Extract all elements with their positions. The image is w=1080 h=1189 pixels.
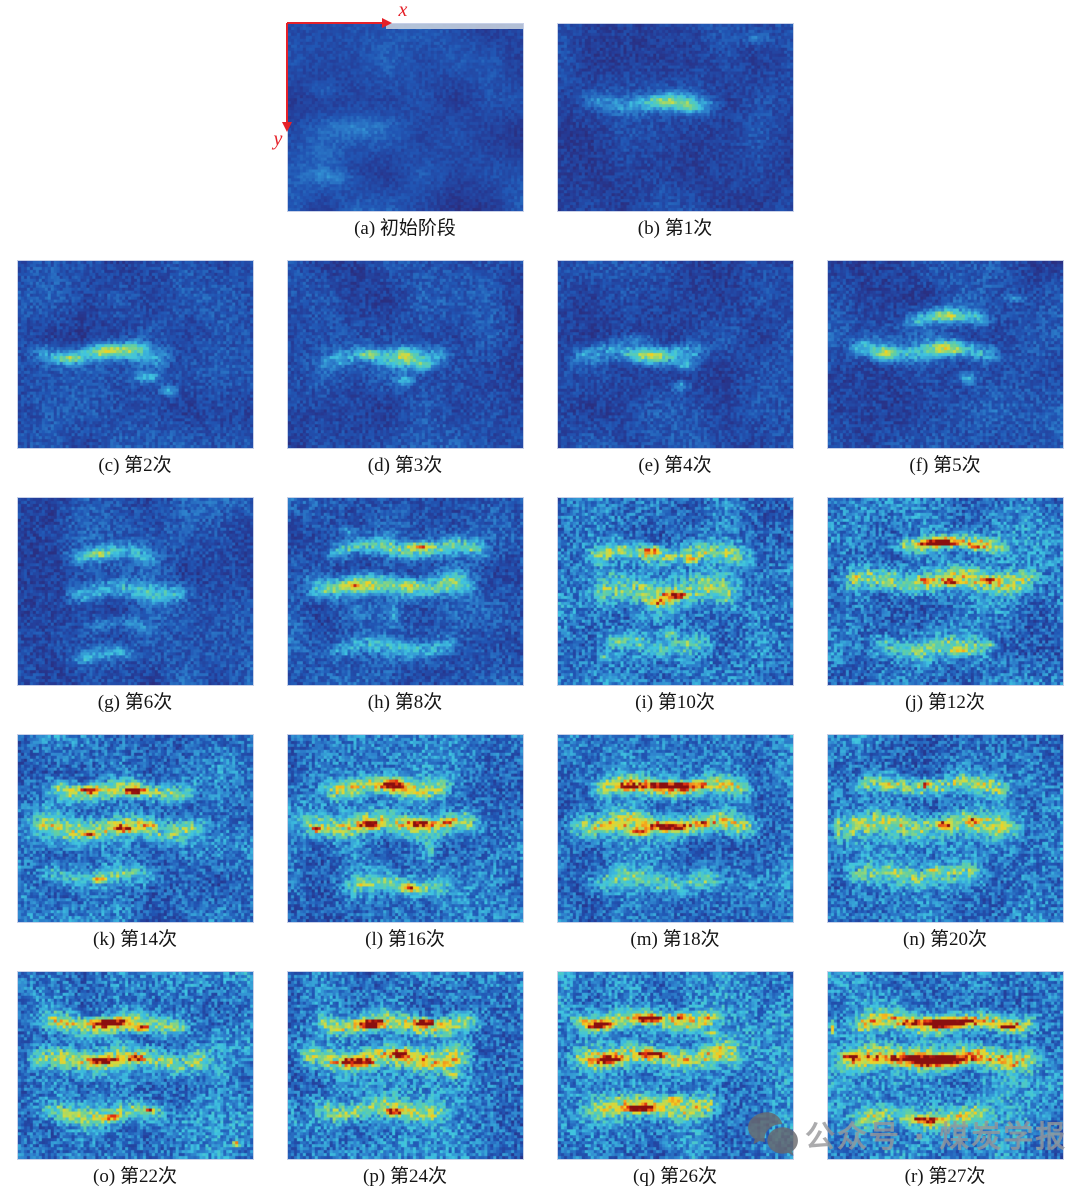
panel-caption: (i) 第10次 (635, 692, 715, 713)
panel-caption: (p) 第24次 (363, 1166, 447, 1187)
panel-caption: (l) 第16次 (365, 929, 445, 950)
panel-caption: (e) 第4次 (638, 455, 712, 476)
heatmap-panel-p: (p) 第24次 (286, 971, 524, 1189)
heatmap-canvas-q (556, 971, 794, 1160)
figure-row: (o) 第22次 (p) 第24次 (q) 第26次 (r) 第27次 (0, 971, 1080, 1189)
panel-caption: (a) 初始阶段 (354, 218, 456, 239)
panel-caption: (k) 第14次 (93, 929, 177, 950)
heatmap-canvas-j (826, 497, 1064, 686)
panel-caption: (g) 第6次 (97, 692, 173, 713)
heatmap-panel-g: (g) 第6次 (16, 497, 254, 715)
heatmap-panel-q: (q) 第26次 (556, 971, 794, 1189)
heatmap-panel-c: (c) 第2次 (16, 260, 254, 478)
heatmap-panel-f: (f) 第5次 (826, 260, 1064, 478)
heatmap-canvas-k (16, 734, 254, 923)
figure-row: (c) 第2次 (d) 第3次 (e) 第4次 (f) 第5次 (0, 260, 1080, 478)
heatmap-canvas-i (556, 497, 794, 686)
heatmap-canvas-p (286, 971, 524, 1160)
heatmap-canvas-n (826, 734, 1064, 923)
x-axis-line (286, 22, 384, 24)
panel-caption: (h) 第8次 (367, 692, 443, 713)
heatmap-canvas-r (826, 971, 1064, 1160)
heatmap-panel-b: (b) 第1次 (556, 23, 794, 241)
panel-caption: (o) 第22次 (93, 1166, 177, 1187)
panel-caption: (n) 第20次 (903, 929, 987, 950)
panel-caption: (c) 第2次 (98, 455, 172, 476)
panel-caption: (q) 第26次 (633, 1166, 717, 1187)
heatmap-canvas-o (16, 971, 254, 1160)
scan-artifact-strip (386, 24, 523, 29)
panel-caption: (r) 第27次 (904, 1166, 986, 1187)
heatmap-panel-o: (o) 第22次 (16, 971, 254, 1189)
heatmap-canvas-l (286, 734, 524, 923)
heatmap-canvas-f (826, 260, 1064, 449)
heatmap-panel-d: (d) 第3次 (286, 260, 524, 478)
heatmap-panel-r: (r) 第27次 (826, 971, 1064, 1189)
heatmap-canvas-c (16, 260, 254, 449)
heatmap-canvas-a (286, 23, 524, 212)
y-axis-line (285, 23, 288, 124)
panel-caption: (j) 第12次 (905, 692, 985, 713)
panel-caption: (b) 第1次 (637, 218, 713, 239)
y-axis-arrowhead (281, 122, 292, 132)
heatmap-canvas-d (286, 260, 524, 449)
heatmap-panel-h: (h) 第8次 (286, 497, 524, 715)
heatmap-panel-i: (i) 第10次 (556, 497, 794, 715)
figure-row: x y (a) 初始阶段 (b) 第1次 (0, 0, 1080, 241)
x-axis-label: x (398, 0, 408, 21)
panel-caption: (m) 第18次 (630, 929, 720, 950)
y-axis-label: y (273, 128, 283, 150)
heatmap-canvas-h (286, 497, 524, 686)
heatmap-panel-j: (j) 第12次 (826, 497, 1064, 715)
heatmap-panel-a: x y (a) 初始阶段 (274, 0, 524, 241)
figure-row: (k) 第14次 (l) 第16次 (m) 第18次 (n) 第20次 (0, 734, 1080, 952)
heatmap-canvas-m (556, 734, 794, 923)
panel-caption: (d) 第3次 (367, 455, 443, 476)
panel-caption: (f) 第5次 (909, 455, 981, 476)
figure-row: (g) 第6次 (h) 第8次 (i) 第10次 (j) 第12次 (0, 497, 1080, 715)
x-axis-arrowhead (381, 18, 392, 28)
heatmap-panel-e: (e) 第4次 (556, 260, 794, 478)
heatmap-canvas-g (16, 497, 254, 686)
heatmap-canvas-e (556, 260, 794, 449)
heatmap-canvas-b (556, 23, 794, 212)
heatmap-panel-l: (l) 第16次 (286, 734, 524, 952)
heatmap-panel-m: (m) 第18次 (556, 734, 794, 952)
heatmap-panel-k: (k) 第14次 (16, 734, 254, 952)
heatmap-panel-n: (n) 第20次 (826, 734, 1064, 952)
